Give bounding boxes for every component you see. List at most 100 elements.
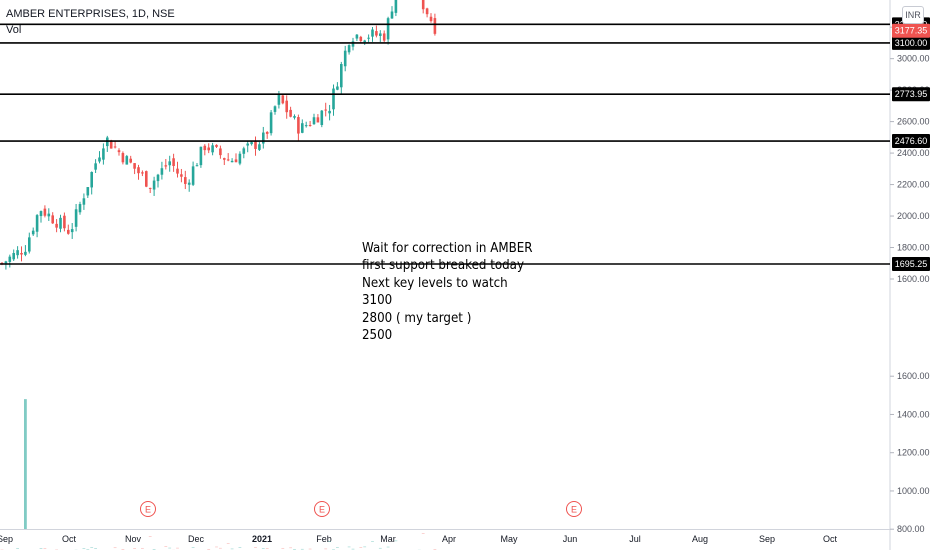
candle-body: [297, 117, 300, 134]
candle-body: [355, 34, 359, 39]
candle-body: [386, 18, 390, 40]
volume-bar: [371, 541, 374, 542]
volume-bar: [226, 543, 230, 544]
candle-body: [121, 153, 125, 163]
volume-bar: [24, 399, 27, 529]
candle-body: [254, 140, 257, 149]
candle-body: [199, 146, 203, 166]
note-line: Next key levels to watch: [362, 274, 508, 291]
candle-body: [273, 106, 277, 112]
candle-body: [289, 109, 292, 117]
earnings-marker[interactable]: [140, 501, 156, 517]
candle-body: [301, 123, 304, 133]
candle-body: [320, 110, 324, 125]
last-price-label: 3177.35: [895, 26, 928, 36]
candle-body: [39, 211, 43, 217]
level-price-tag: [892, 35, 930, 50]
volume-bar: [324, 548, 328, 550]
earnings-marker[interactable]: [566, 501, 582, 517]
volume-bar: [394, 540, 398, 542]
candle-body: [180, 174, 183, 177]
candle-body: [63, 215, 66, 229]
volume-bar: [94, 548, 97, 549]
earnings-marker-label: E: [145, 505, 151, 515]
volume-bar: [336, 547, 339, 548]
candle-body: [230, 160, 234, 163]
candle-body: [164, 165, 168, 167]
volume-bar: [386, 546, 390, 548]
candle-body: [117, 150, 121, 153]
price-tick-label: 1800.00: [897, 243, 930, 253]
note-line: 2800 ( my target ): [362, 309, 472, 326]
candle-body: [67, 229, 70, 234]
earnings-marker-label: E: [319, 505, 325, 515]
candle-body: [258, 144, 261, 150]
candle-body: [156, 174, 160, 182]
volume-bar: [43, 548, 47, 550]
volume-bar: [215, 546, 218, 548]
note-line: Wait for correction in AMBER: [362, 240, 533, 256]
candle-body: [86, 187, 90, 196]
candle-body: [246, 143, 249, 146]
volume-bar: [238, 547, 242, 548]
candle-body: [324, 109, 327, 111]
candle-body: [390, 11, 394, 19]
volume-bar: [113, 547, 117, 549]
candle-body: [265, 132, 269, 134]
candle-body: [43, 208, 47, 216]
volume-tick-label: 1200.00: [897, 448, 930, 458]
time-tick-label: Jul: [629, 534, 641, 544]
level-price-tag: [892, 87, 930, 102]
time-tick-label: Sep: [0, 534, 13, 544]
level-price-label: 2476.60: [895, 136, 928, 146]
candle-body: [90, 172, 93, 188]
candle-body: [168, 161, 171, 166]
volume-bar: [168, 547, 172, 549]
volume-tick-label: 800.00: [897, 524, 925, 534]
candle-body: [59, 217, 62, 229]
candle-body: [94, 163, 97, 170]
candle-body: [285, 100, 288, 113]
time-tick-label: Mar: [380, 534, 396, 544]
candle-body: [191, 166, 195, 185]
level-price-tag: [892, 257, 930, 272]
time-tick-label: Apr: [442, 534, 456, 544]
volume-bar: [39, 548, 43, 549]
earnings-marker[interactable]: [314, 501, 330, 517]
time-tick-label: 2021: [252, 534, 272, 544]
candle-body: [394, 0, 398, 13]
candle-body: [328, 110, 331, 114]
candle-body: [363, 40, 366, 43]
price-tick-label: 1600.00: [897, 274, 930, 284]
level-price-label: 3100.00: [895, 38, 928, 48]
candle-body: [262, 132, 265, 144]
time-tick-label: Sep: [759, 534, 775, 544]
price-tick-label: 3400.00: [897, 0, 930, 1]
candle-body: [133, 163, 136, 169]
candle-body: [102, 148, 105, 160]
candle-body: [340, 64, 343, 88]
candle-body: [215, 144, 218, 147]
candle-body: [238, 153, 242, 164]
candle-body: [184, 177, 187, 184]
candle-body: [433, 18, 437, 34]
currency-badge[interactable]: INR: [902, 6, 924, 24]
last-price-tag: [892, 23, 930, 38]
volume-bar: [133, 548, 136, 549]
price-tick-label: 3000.00: [897, 54, 930, 64]
volume-bar: [359, 547, 363, 548]
time-tick-label: Jun: [563, 534, 578, 544]
candle-body: [51, 215, 54, 224]
candle-body: [250, 142, 253, 145]
candle-body: [308, 124, 312, 126]
candle-body: [82, 198, 86, 205]
candle-body: [207, 147, 210, 151]
candle-body: [16, 250, 19, 256]
volume-bar: [121, 549, 125, 550]
candle-body: [351, 41, 355, 47]
candle-body: [336, 86, 339, 90]
candle-body: [35, 215, 39, 232]
volume-bar: [421, 533, 425, 534]
candle-body: [160, 168, 164, 175]
